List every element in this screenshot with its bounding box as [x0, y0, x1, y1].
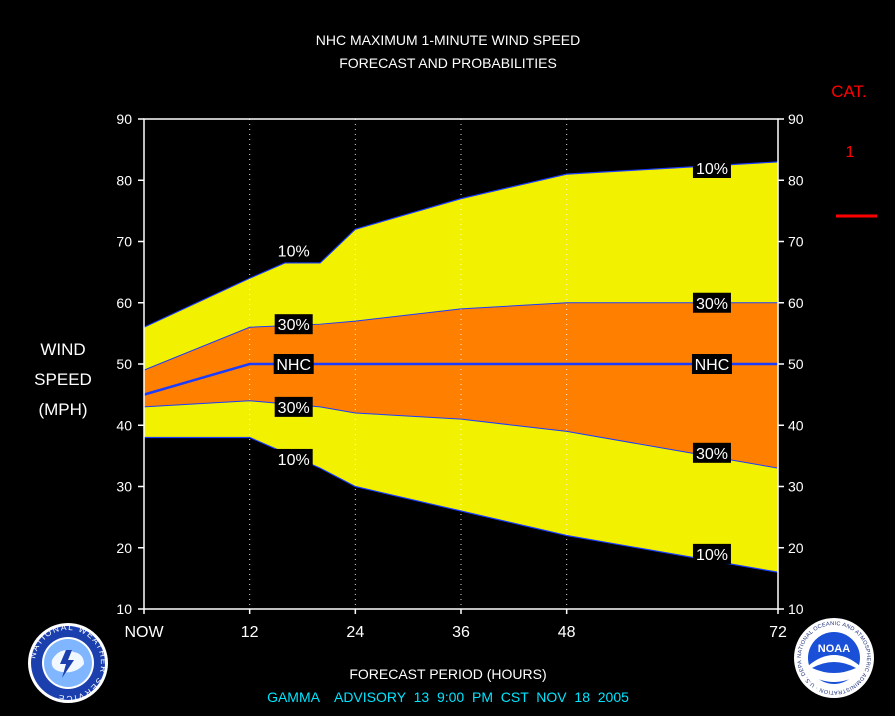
band-label: 30%: [278, 400, 310, 417]
band-label-box: [692, 442, 731, 463]
y-tick-label-left: 30: [116, 479, 132, 495]
chart-title: NHC MAXIMUM 1-MINUTE WIND SPEED: [316, 32, 580, 48]
advisory-footer: GAMMA ADVISORY 13 9:00 PM CST NOV 18 200…: [267, 689, 629, 705]
chart-subtitle: FORECAST AND PROBABILITIES: [339, 55, 557, 71]
category-value: 1: [846, 144, 855, 161]
band-label: 30%: [278, 317, 310, 334]
y-tick-label-right: 70: [788, 234, 804, 250]
band-label: NHC: [276, 357, 311, 374]
category-label: CAT.: [831, 82, 867, 101]
band-label: 30%: [696, 296, 728, 313]
band-label: NHC: [695, 357, 730, 374]
y-tick-label-right: 60: [788, 295, 804, 311]
y-axis-right: 10 20 30 40 50 60 70 80 90: [778, 111, 804, 617]
band-label-box: [692, 158, 731, 178]
y-tick-label-left: 70: [116, 234, 132, 250]
y-tick-label-right: 50: [788, 356, 804, 372]
y-tick-label-left: 40: [116, 417, 132, 433]
y-tick-label-left: 20: [116, 540, 132, 556]
y-axis-left: 10 20 30 40 50 60 70 80 90: [116, 111, 144, 617]
band-30-percent: [144, 302, 778, 469]
y-tick-label-right: 30: [788, 479, 804, 495]
band-label: 30%: [696, 446, 728, 463]
forecast-lines: [143, 161, 779, 573]
y-axis-label-line1: WIND: [40, 340, 85, 359]
band-label-box: [274, 448, 313, 469]
nws-logo-icon: NATIONAL WEATHER SERVICE: [27, 622, 108, 704]
x-axis: NOW 12 24 36 48 72: [124, 609, 787, 641]
probability-bands: [144, 161, 778, 573]
x-tick-label: NOW: [124, 624, 164, 641]
y-tick-label-left: 90: [116, 111, 132, 127]
noaa-logo-text: NOAA: [818, 643, 850, 655]
lower-30-percent-line: [143, 400, 779, 469]
y-tick-label-right: 10: [788, 601, 804, 617]
band-label: 10%: [696, 161, 728, 178]
y-tick-label-left: 80: [116, 172, 132, 188]
nhc-forecast-line: [143, 362, 778, 396]
band-label-box: [692, 292, 731, 313]
upper-10-percent-line: [143, 161, 779, 328]
y-tick-label-left: 50: [116, 356, 132, 372]
y-tick-label-left: 10: [116, 601, 132, 617]
y-tick-label-right: 90: [788, 111, 804, 127]
band-label-box: [692, 543, 731, 564]
x-tick-label: 12: [241, 624, 259, 641]
lower-10-percent-line: [144, 436, 779, 573]
band-labels: 10% 30% NHC 30% 10% 10% 30% NHC 30% 10%: [273, 158, 732, 564]
band-label: 10%: [278, 244, 310, 261]
band-label-box: [274, 396, 313, 417]
band-label: 10%: [278, 452, 310, 469]
y-tick-label-right: 20: [788, 540, 804, 556]
y-tick-label-right: 40: [788, 417, 804, 433]
y-axis-label-line2: SPEED: [34, 370, 92, 389]
band-label-box: [274, 314, 313, 335]
band-label-box: [274, 240, 313, 261]
x-tick-label: 72: [769, 624, 787, 641]
upper-30-percent-line: [143, 302, 778, 371]
x-tick-label: 48: [558, 624, 576, 641]
x-tick-label: 24: [346, 624, 364, 641]
x-tick-label: 36: [452, 624, 470, 641]
band-label-box: [691, 354, 732, 374]
y-tick-label-left: 60: [116, 295, 132, 311]
band-label-box: [273, 354, 314, 374]
x-axis-label: FORECAST PERIOD (HOURS): [349, 666, 546, 682]
y-tick-label-right: 80: [788, 172, 804, 188]
band-label: 10%: [696, 547, 728, 564]
y-axis-label-line3: (MPH): [38, 400, 87, 419]
